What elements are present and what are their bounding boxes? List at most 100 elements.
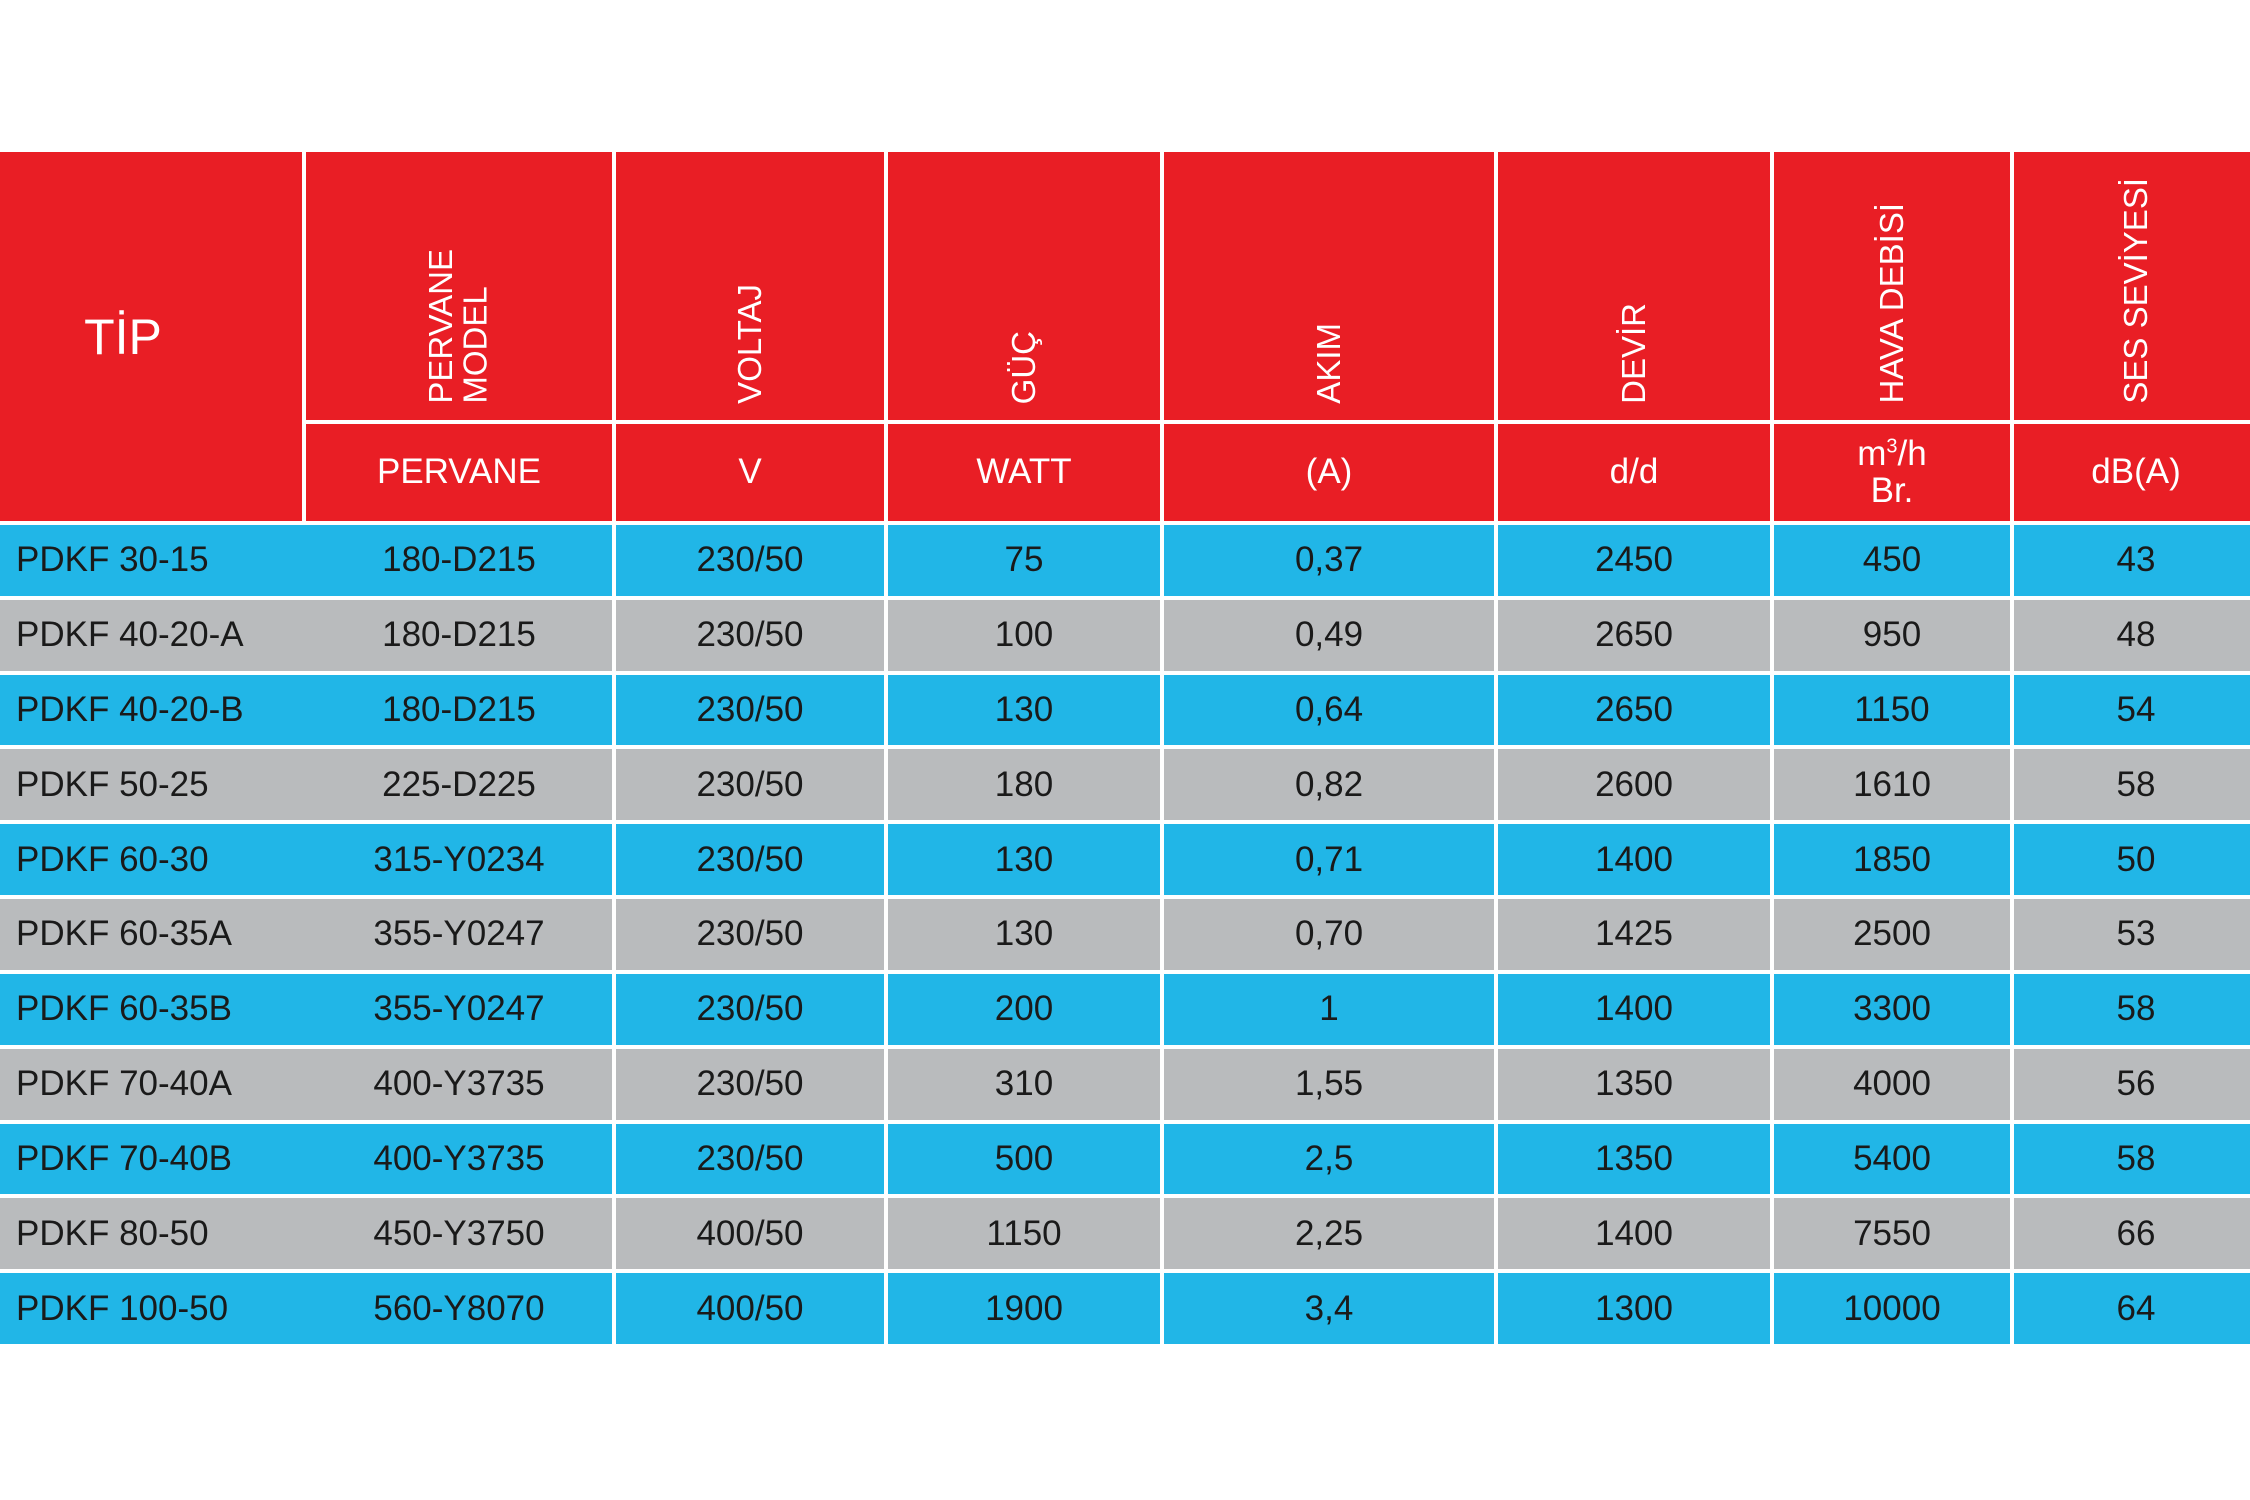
table-cell-voltaj: 230/50 bbox=[616, 599, 888, 675]
table-cell-pervane: 315-Y0234 bbox=[306, 824, 616, 900]
table-cell-akim: 3,4 bbox=[1164, 1273, 1498, 1348]
table-cell-hava-debisi: 4000 bbox=[1774, 1048, 2014, 1124]
header-voltaj: VOLTAJ bbox=[616, 152, 888, 424]
header-devir-label: DEVİR bbox=[1614, 303, 1652, 404]
table-cell-devir: 2450 bbox=[1498, 525, 1774, 600]
table-cell-pervane: 180-D215 bbox=[306, 599, 616, 675]
table-cell-akim: 2,5 bbox=[1164, 1123, 1498, 1199]
table-cell-devir: 2650 bbox=[1498, 674, 1774, 750]
table-cell-ses-seviyesi: 54 bbox=[2014, 674, 2250, 750]
table-cell-akim: 1 bbox=[1164, 973, 1498, 1049]
header-pervane-model: PERVANE MODEL bbox=[306, 152, 616, 424]
header-pervane-model-label: PERVANE MODEL bbox=[422, 249, 494, 404]
table-cell-pervane: 450-Y3750 bbox=[306, 1198, 616, 1274]
table-cell-akim: 0,82 bbox=[1164, 749, 1498, 825]
table-cell-voltaj: 230/50 bbox=[616, 749, 888, 825]
table-cell-tip: PDKF 30-15 bbox=[0, 525, 306, 600]
table-cell-guc: 130 bbox=[888, 824, 1164, 900]
table-cell-ses-seviyesi: 48 bbox=[2014, 599, 2250, 675]
table-cell-pervane: 180-D215 bbox=[306, 525, 616, 600]
header-akim: AKIM bbox=[1164, 152, 1498, 424]
table-cell-guc: 1150 bbox=[888, 1198, 1164, 1274]
unit-tail: /h bbox=[1897, 433, 1927, 473]
table-cell-hava-debisi: 10000 bbox=[1774, 1273, 2014, 1348]
unit-pervane: PERVANE bbox=[306, 424, 616, 525]
table-cell-tip: PDKF 80-50 bbox=[0, 1198, 306, 1274]
table-cell-guc: 130 bbox=[888, 674, 1164, 750]
table-cell-guc: 1900 bbox=[888, 1273, 1164, 1348]
table-cell-voltaj: 400/50 bbox=[616, 1198, 888, 1274]
unit-ses-seviyesi: dB(A) bbox=[2014, 424, 2250, 525]
table-cell-voltaj: 230/50 bbox=[616, 1123, 888, 1199]
table-cell-devir: 1350 bbox=[1498, 1123, 1774, 1199]
table-cell-hava-debisi: 450 bbox=[1774, 525, 2014, 600]
unit-devir: d/d bbox=[1498, 424, 1774, 525]
table-cell-hava-debisi: 7550 bbox=[1774, 1198, 2014, 1274]
header-ses-seviyesi-label: SES SEVİYESİ bbox=[2116, 178, 2154, 404]
table-cell-devir: 2650 bbox=[1498, 599, 1774, 675]
table-cell-tip: PDKF 60-35B bbox=[0, 973, 306, 1049]
table-cell-pervane: 355-Y0247 bbox=[306, 973, 616, 1049]
table-cell-hava-debisi: 1850 bbox=[1774, 824, 2014, 900]
unit-m: m bbox=[1857, 433, 1887, 473]
table-cell-guc: 310 bbox=[888, 1048, 1164, 1124]
table-cell-hava-debisi: 3300 bbox=[1774, 973, 2014, 1049]
table-cell-akim: 2,25 bbox=[1164, 1198, 1498, 1274]
table-cell-pervane: 400-Y3735 bbox=[306, 1123, 616, 1199]
table-cell-akim: 0,64 bbox=[1164, 674, 1498, 750]
table-cell-ses-seviyesi: 58 bbox=[2014, 1123, 2250, 1199]
table-cell-tip: PDKF 70-40A bbox=[0, 1048, 306, 1124]
spec-table: TİP PERVANE MODEL VOLTAJ GÜÇ AKIM DEVİR … bbox=[0, 152, 2250, 1348]
table-cell-devir: 1300 bbox=[1498, 1273, 1774, 1348]
table-cell-tip: PDKF 60-30 bbox=[0, 824, 306, 900]
table-cell-hava-debisi: 950 bbox=[1774, 599, 2014, 675]
table-cell-pervane: 225-D225 bbox=[306, 749, 616, 825]
table-cell-voltaj: 230/50 bbox=[616, 674, 888, 750]
table-cell-akim: 0,70 bbox=[1164, 899, 1498, 974]
header-hava-debisi: HAVA DEBİSİ bbox=[1774, 152, 2014, 424]
table-cell-guc: 100 bbox=[888, 599, 1164, 675]
table-cell-hava-debisi: 5400 bbox=[1774, 1123, 2014, 1199]
table-cell-tip: PDKF 40-20-B bbox=[0, 674, 306, 750]
table-cell-tip: PDKF 50-25 bbox=[0, 749, 306, 825]
table-cell-guc: 200 bbox=[888, 973, 1164, 1049]
table-cell-akim: 0,71 bbox=[1164, 824, 1498, 900]
header-tip: TİP bbox=[0, 152, 306, 525]
table-cell-guc: 500 bbox=[888, 1123, 1164, 1199]
unit-hava-debisi: m3/h Br. bbox=[1774, 424, 2014, 525]
table-cell-voltaj: 230/50 bbox=[616, 1048, 888, 1124]
table-cell-pervane: 560-Y8070 bbox=[306, 1273, 616, 1348]
table-cell-ses-seviyesi: 43 bbox=[2014, 525, 2250, 600]
header-guc: GÜÇ bbox=[888, 152, 1164, 424]
table-cell-ses-seviyesi: 50 bbox=[2014, 824, 2250, 900]
table-cell-akim: 1,55 bbox=[1164, 1048, 1498, 1124]
table-cell-ses-seviyesi: 53 bbox=[2014, 899, 2250, 974]
table-cell-voltaj: 230/50 bbox=[616, 525, 888, 600]
table-cell-voltaj: 400/50 bbox=[616, 1273, 888, 1348]
table-cell-devir: 1425 bbox=[1498, 899, 1774, 974]
header-devir: DEVİR bbox=[1498, 152, 1774, 424]
unit-hava-debisi-line1: m3/h bbox=[1857, 433, 1927, 473]
header-akim-label: AKIM bbox=[1309, 323, 1347, 404]
table-cell-tip: PDKF 40-20-A bbox=[0, 599, 306, 675]
table-cell-ses-seviyesi: 64 bbox=[2014, 1273, 2250, 1348]
table-cell-voltaj: 230/50 bbox=[616, 973, 888, 1049]
table-cell-ses-seviyesi: 56 bbox=[2014, 1048, 2250, 1124]
header-ses-seviyesi: SES SEVİYESİ bbox=[2014, 152, 2250, 424]
table-cell-hava-debisi: 1150 bbox=[1774, 674, 2014, 750]
table-cell-pervane: 180-D215 bbox=[306, 674, 616, 750]
header-guc-label: GÜÇ bbox=[1004, 330, 1042, 404]
table-cell-tip: PDKF 70-40B bbox=[0, 1123, 306, 1199]
table-cell-ses-seviyesi: 58 bbox=[2014, 749, 2250, 825]
table-cell-tip: PDKF 100-50 bbox=[0, 1273, 306, 1348]
table-cell-voltaj: 230/50 bbox=[616, 899, 888, 974]
table-cell-devir: 1350 bbox=[1498, 1048, 1774, 1124]
unit-akim: (A) bbox=[1164, 424, 1498, 525]
unit-sup: 3 bbox=[1886, 435, 1898, 458]
unit-voltaj: V bbox=[616, 424, 888, 525]
table-cell-pervane: 355-Y0247 bbox=[306, 899, 616, 974]
table-cell-hava-debisi: 1610 bbox=[1774, 749, 2014, 825]
table-cell-ses-seviyesi: 58 bbox=[2014, 973, 2250, 1049]
table-cell-akim: 0,49 bbox=[1164, 599, 1498, 675]
table-cell-hava-debisi: 2500 bbox=[1774, 899, 2014, 974]
